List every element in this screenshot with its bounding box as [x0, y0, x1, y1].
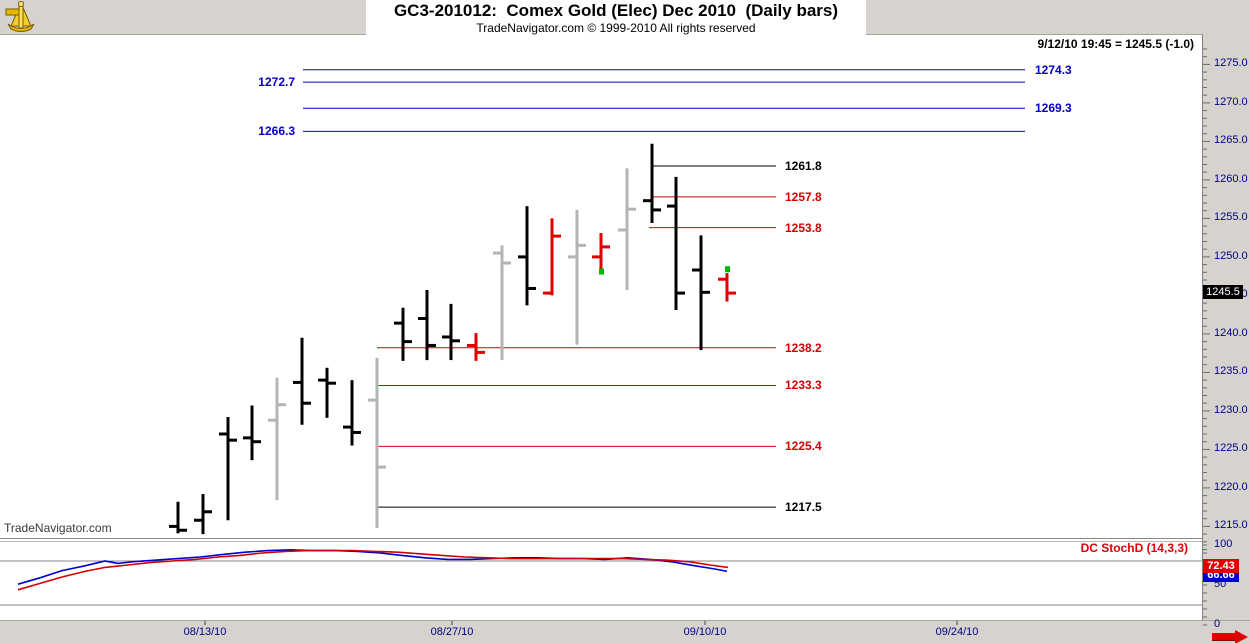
price-axis-tick-label: 1265.0 [1214, 134, 1248, 147]
stoch-k-line [17, 548, 728, 585]
price-axis-tick-label: 1220.0 [1214, 480, 1248, 493]
signal-marker [725, 266, 730, 273]
last-quote-readout: 9/12/10 19:45 = 1245.5 (-1.0) [1037, 37, 1194, 51]
watermark: TradeNavigator.com [4, 521, 112, 535]
arrow-head [1235, 630, 1248, 643]
price-axis-tick-label: 1225.0 [1214, 442, 1248, 455]
date-axis-label: 08/27/10 [430, 626, 474, 638]
line-price-label: 1269.3 [1035, 101, 1072, 116]
date-axis-label: 09/10/10 [683, 626, 727, 638]
arrow-shaft [1212, 633, 1235, 641]
line-price-label: 1266.3 [258, 124, 295, 139]
price-axis-tick-label: 1255.0 [1214, 211, 1248, 224]
price-axis-tick-label: 1230.0 [1214, 403, 1248, 416]
tradenavigator-logo-icon[interactable] [0, 0, 40, 33]
title-block: GC3-201012: Comex Gold (Elec) Dec 2010 (… [366, 0, 866, 40]
line-price-label: 1253.8 [785, 220, 822, 235]
signal-marker [599, 268, 604, 275]
panel-divider[interactable] [0, 538, 1203, 539]
price-axis[interactable] [1203, 34, 1250, 620]
price-axis-tick-label: 1270.0 [1214, 95, 1248, 108]
price-axis-tick-label: 1275.0 [1214, 57, 1248, 70]
date-axis-label: 09/24/10 [935, 626, 979, 638]
date-axis[interactable] [0, 620, 1250, 643]
stoch-d-line [17, 549, 729, 591]
price-axis-tick-label: 1215.0 [1214, 519, 1248, 532]
line-price-label: 1233.3 [785, 378, 822, 393]
stoch-axis-tick-label: 0 [1214, 618, 1221, 630]
chart-subtitle: TradeNavigator.com © 1999-2010 All right… [476, 21, 756, 35]
line-price-label: 1261.8 [785, 159, 822, 174]
stoch-axis-tick-label: 100 [1214, 538, 1233, 550]
stochastic-indicator-label: DC StochD (14,3,3) [1080, 541, 1188, 555]
line-price-label: 1225.4 [785, 439, 822, 454]
scroll-right-arrow-icon[interactable] [1212, 630, 1248, 643]
stoch-d-value-tag: 72.43 [1203, 559, 1239, 574]
axis-divider [1202, 34, 1203, 620]
line-price-label: 1274.3 [1035, 62, 1072, 77]
price-axis-tick-label: 1250.0 [1214, 249, 1248, 262]
price-axis-tick-label: 1240.0 [1214, 326, 1248, 339]
price-axis-tick-label: 1235.0 [1214, 365, 1248, 378]
line-price-label: 1217.5 [785, 500, 822, 515]
line-price-label: 1272.7 [258, 75, 295, 90]
chart-title: GC3-201012: Comex Gold (Elec) Dec 2010 (… [393, 1, 839, 20]
current-price-tag: 1245.5 [1203, 284, 1243, 299]
panel-divider-shadow [0, 541, 1203, 542]
line-price-label: 1238.2 [785, 340, 822, 355]
price-axis-tick-label: 1260.0 [1214, 172, 1248, 185]
line-price-label: 1257.8 [785, 189, 822, 204]
date-axis-label: 08/13/10 [183, 626, 227, 638]
